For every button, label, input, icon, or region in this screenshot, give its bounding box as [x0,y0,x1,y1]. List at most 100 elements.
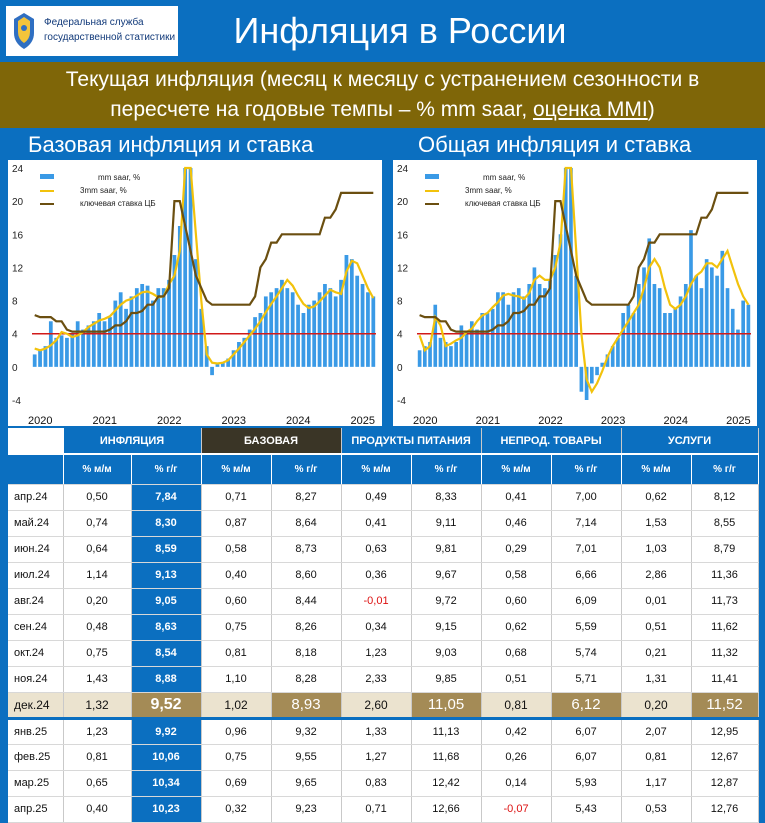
y-tick-label: 4 [12,330,18,341]
bar-mark [725,288,730,367]
y-tick-label: 8 [12,297,18,308]
table-cell: 8,64 [271,510,342,537]
core-inflation-chart: -4 0 4 8 12 16 20 24 2020 2021 2022 2023 2024 2025 mm … [8,160,382,426]
bar-mark [694,275,699,367]
y-tick-label: -4 [397,396,406,407]
bar-mark [204,346,209,367]
smooth-3mm-line [34,166,375,365]
col-header: % м/м [621,454,692,485]
table-group-row: ИНФЛЯЦИЯ БАЗОВАЯ ПРОДУКТЫ ПИТАНИЯ НЕПРОД… [8,428,759,455]
table-cell: 1,03 [621,536,692,563]
table-cell: 1,23 [341,640,412,667]
table-cell: 0,87 [201,510,272,537]
x-year-label: 2020 [28,415,52,426]
table-cell: 0,96 [201,716,272,745]
group-inflation: ИНФЛЯЦИЯ [63,428,202,455]
col-header: % м/м [341,454,412,485]
table-cell: 0,74 [63,510,132,537]
table-cell: 1,43 [63,666,132,693]
bar-mark [673,308,678,367]
legend-label: ключевая ставка ЦБ [465,199,541,208]
table-cell: 0,60 [481,588,552,615]
x-year-label: 2021 [476,415,500,426]
table-cell: 7,00 [551,484,622,511]
table-cell: 0,65 [63,770,132,797]
bar-mark [715,275,719,367]
bar-mark [563,168,568,367]
row-month: дек.24 [8,692,64,719]
table-cell: 1,32 [63,692,132,719]
table-cell: 6,09 [551,588,622,615]
bar-mark [605,354,610,367]
table-cell: 11,05 [411,692,482,719]
bar-mark [746,304,751,367]
table-cell: 0,75 [63,640,132,667]
bar-mark [145,285,150,367]
mmi-estimate-link[interactable]: оценка MMI [532,98,648,121]
table-cell: 8,59 [131,536,202,563]
bar-mark [317,292,322,367]
group-nonfood: НЕПРОД. ТОВАРЫ [481,428,622,455]
table-cell: 11,36 [691,562,759,589]
table-cell: 11,52 [691,692,759,719]
table-cell: 12,42 [411,770,482,797]
bar-mark [621,313,625,367]
table-cell: 8,55 [691,510,759,537]
y-tick-label: 4 [397,330,403,341]
x-year-label: 2023 [601,415,625,426]
table-cell: 0,81 [481,692,552,719]
banner-line2-text: пересчете на годовые темпы – % mm saar, [110,98,533,121]
table-cell: 8,63 [131,614,202,641]
bar-mark [183,168,188,367]
col-header: % м/м [63,454,132,485]
row-month: июл.24 [8,562,64,589]
table-cell: 1,02 [201,692,272,719]
table-cell: 0,20 [621,692,692,719]
table-cell: 5,74 [551,640,622,667]
table-cell: 0,62 [621,484,692,511]
headline-inflation-chart: -4 0 4 8 12 16 20 24 2020 2021 2022 2023 2024 2025 mm … [393,160,757,426]
key-rate-line [34,191,374,333]
bar-mark [590,366,594,384]
table-cell: 7,01 [551,536,622,563]
table-cell: 11,41 [691,666,759,693]
table-cell: 8,79 [691,536,759,563]
table-cell: 0,58 [481,562,552,589]
banner-line1: Текущая инфляция (месяц к месяцу с устра… [65,68,700,91]
bar-mark [657,288,662,367]
row-month: окт.24 [8,640,64,667]
bar-mark [485,313,490,367]
legend-label: ключевая ставка ЦБ [80,199,156,208]
bar-mark [226,358,231,367]
row-month: май.24 [8,510,64,537]
col-header: % г/г [271,454,342,485]
bar-mark [569,168,573,367]
x-year-label: 2024 [664,415,688,426]
legend-label: 3mm saar, % [465,186,512,195]
x-year-label: 2022 [157,415,181,426]
col-header: % г/г [551,454,622,485]
left-chart-title: Базовая инфляция и ставка [28,132,314,157]
table-cell: 0,49 [341,484,412,511]
bar-mark [668,313,672,367]
bar-mark [496,292,500,367]
table-row: ноя.24 1,43 8,88 1,10 8,28 2,33 9,85 0,51 5,71 1,… [8,666,759,693]
y-tick-label: 24 [397,164,409,175]
table-cell: 1,23 [63,716,132,745]
x-year-label: 2025 [351,415,375,426]
bar-mark [579,366,584,392]
table-cell: 8,33 [411,484,482,511]
bar-mark [349,259,354,367]
bar-mark [237,342,241,367]
y-tick-label: 0 [397,363,403,374]
bar-mark [678,296,683,367]
bar-mark [140,284,145,367]
table-cell: 11,62 [691,614,759,641]
table-cell: 1,17 [621,770,692,797]
bar-mark [355,275,360,367]
table-cell: 12,95 [691,716,759,745]
table-cell: 0,40 [201,562,272,589]
table-header-row: % м/м % г/г % м/м % г/г % м/м % г/г % м/… [8,454,759,485]
table-cell: 0,69 [201,770,272,797]
